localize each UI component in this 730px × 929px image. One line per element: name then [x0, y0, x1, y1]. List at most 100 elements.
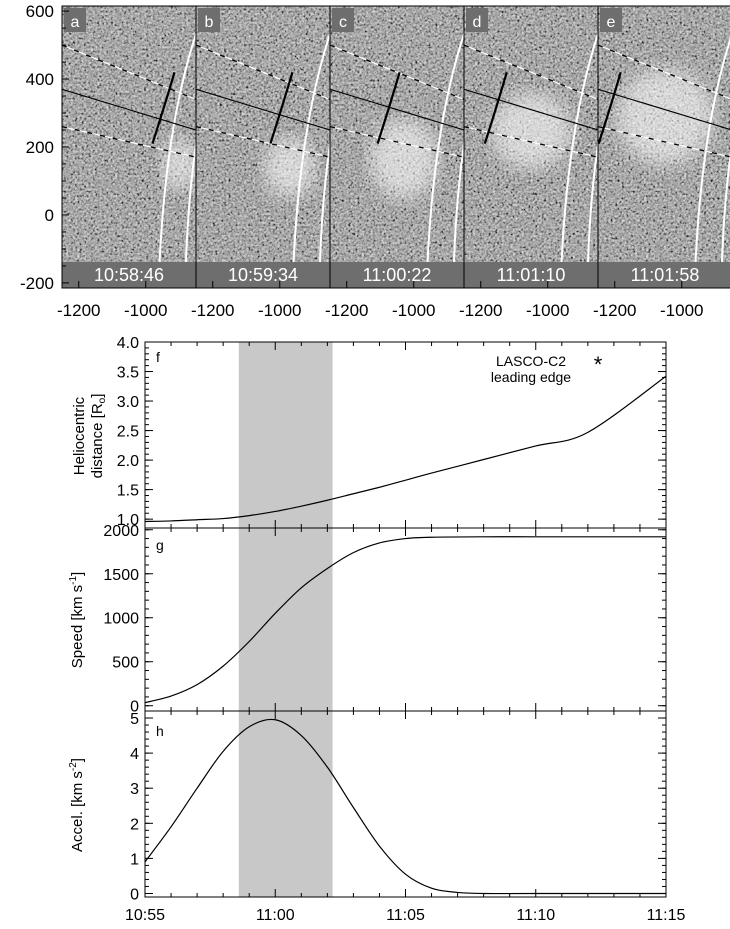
solar-limb-outer — [452, 137, 464, 288]
slit-lower-white — [598, 125, 730, 158]
y-tick-label: 1.5 — [117, 483, 139, 500]
image-x-tick-label: -1200 — [191, 301, 234, 320]
y-tick-label: 3.0 — [117, 394, 139, 411]
panel-timestamp: 10:58:46 — [94, 265, 164, 285]
image-panel: d 11:01:10 — [463, 5, 599, 289]
timestamp-bar — [598, 262, 730, 288]
image-panel: e 11:01:58 — [597, 5, 730, 289]
panel-letter: b — [205, 14, 214, 31]
slit-upper-white — [196, 44, 330, 101]
panel-letter: c — [339, 14, 347, 31]
distance-panel-letter: f — [156, 349, 160, 365]
speed-curve — [144, 536, 666, 704]
speed-plot-frame — [144, 527, 667, 712]
kinematics-plots: 1.0 1.5 2.0 2.5 3.0 3.5 4.0 f LASCO-C2 leading… — [68, 335, 686, 924]
image-y-tick-label: 400 — [26, 70, 54, 89]
distance-ylabel-line2: distance [Ro] — [89, 394, 108, 479]
image-panel-content: b 10:59:34 — [196, 6, 330, 288]
panel-timestamp: 11:00:22 — [363, 265, 432, 285]
image-x-tick-label: -1000 — [392, 301, 435, 320]
image-panel: a 10:58:46 — [61, 5, 197, 289]
speed-y-ticks: 0 500 1000 1500 2000 — [103, 523, 667, 716]
y-tick-label: 2000 — [103, 523, 139, 540]
image-panel-content: a 10:58:46 — [62, 6, 196, 288]
slit-lower-white — [464, 125, 598, 158]
image-x-tick-label: -1000 — [526, 301, 569, 320]
solar-limb-outer — [586, 137, 598, 288]
solar-limb-outer — [318, 137, 330, 288]
solar-limb-inner — [693, 36, 730, 288]
acceleration-y-ticks: 0 1 2 3 4 5 — [130, 711, 667, 903]
image-panel-content: d 11:01:10 — [464, 6, 598, 288]
image-x-tick-label: -1000 — [660, 301, 703, 320]
panel-timestamp: 10:59:34 — [228, 265, 298, 285]
image-y-tick-label: 200 — [26, 138, 54, 157]
y-tick-label: 4 — [130, 746, 139, 763]
image-x-tick-label: -1200 — [459, 301, 502, 320]
y-tick-label: 1.0 — [117, 512, 139, 529]
solar-limb-outer — [720, 151, 730, 288]
leading-edge-front — [269, 71, 294, 144]
distance-y-ticks: 1.0 1.5 2.0 2.5 3.0 3.5 4.0 — [117, 335, 667, 529]
image-y-axis: 600 400 200 0 -200 — [20, 2, 69, 293]
acceleration-ylabel: Accel. [km s-2] — [68, 758, 86, 852]
panel-letter-box — [466, 8, 488, 32]
speed-plot: 0 500 1000 1500 2000 g Speed [km s-1] — [68, 523, 667, 716]
distance-plot-frame — [144, 341, 667, 529]
acceleration-plot-frame — [144, 710, 667, 898]
slit-lower — [598, 125, 730, 158]
slit-lower — [196, 125, 330, 158]
panel-letter-box — [332, 8, 354, 32]
distance-ylabel-line1: Heliocentric — [71, 396, 88, 475]
slit-lower-white — [196, 125, 330, 158]
image-panel-frame — [597, 5, 730, 289]
y-tick-label: 1000 — [103, 611, 139, 628]
y-tick-label: 4.0 — [117, 335, 139, 352]
image-x-tick-label: -1000 — [124, 301, 167, 320]
image-y-tick-label: 0 — [45, 206, 54, 225]
panel-noise — [196, 6, 330, 288]
slit-lower-white — [62, 125, 196, 158]
y-tick-label: 1 — [130, 851, 139, 868]
slit-lower — [464, 125, 598, 158]
eruption-brightening — [617, 68, 713, 165]
panel-timestamp: 11:01:58 — [631, 265, 700, 285]
y-tick-label: 2.5 — [117, 424, 139, 441]
distance-plot: 1.0 1.5 2.0 2.5 3.0 3.5 4.0 f LASCO-C2 leading… — [71, 335, 667, 529]
timestamp-bar — [464, 262, 598, 288]
y-tick-label: 3 — [130, 781, 139, 798]
slit-center — [464, 88, 598, 131]
image-x-tick-label: -1000 — [258, 301, 301, 320]
panel-letter: a — [71, 14, 80, 31]
y-tick-label: 500 — [112, 655, 139, 672]
slit-upper-white — [62, 44, 196, 101]
solar-limb-outer — [184, 137, 196, 288]
y-tick-label: 2.0 — [117, 453, 139, 470]
slit-lower — [62, 125, 196, 158]
image-panel: c 11:00:22 — [329, 5, 465, 289]
image-panel: b 10:59:34 — [195, 5, 331, 289]
eruption-brightening — [369, 118, 438, 199]
solar-limb-inner — [291, 30, 330, 288]
slit-upper-white — [330, 44, 464, 101]
legend-label-sub: leading edge — [491, 369, 571, 385]
panel-letter-box — [600, 8, 622, 32]
legend-symbol: * — [594, 352, 603, 377]
y-tick-label: 0 — [130, 699, 139, 716]
acceleration-panel-letter: h — [156, 723, 164, 739]
shaded-time-band — [238, 342, 333, 897]
slit-upper-white — [598, 44, 730, 100]
image-x-tick-label: -1200 — [325, 301, 368, 320]
slit-center — [196, 88, 330, 131]
leading-edge-front — [151, 71, 176, 144]
image-x-tick-label: -1200 — [593, 301, 636, 320]
y-tick-label: 2 — [130, 816, 139, 833]
speed-ylabel: Speed [km s-1] — [68, 572, 86, 668]
eruption-brightening — [491, 92, 571, 169]
speed-panel-letter: g — [156, 537, 164, 553]
time-x-ticks: 10:55 11:00 11:05 11:10 11:15 — [125, 907, 686, 924]
y-tick-label: 3.5 — [117, 365, 139, 382]
acceleration-curve — [144, 718, 666, 895]
image-panel-content: c 11:00:22 — [330, 6, 464, 288]
solar-limb-inner — [559, 30, 598, 288]
